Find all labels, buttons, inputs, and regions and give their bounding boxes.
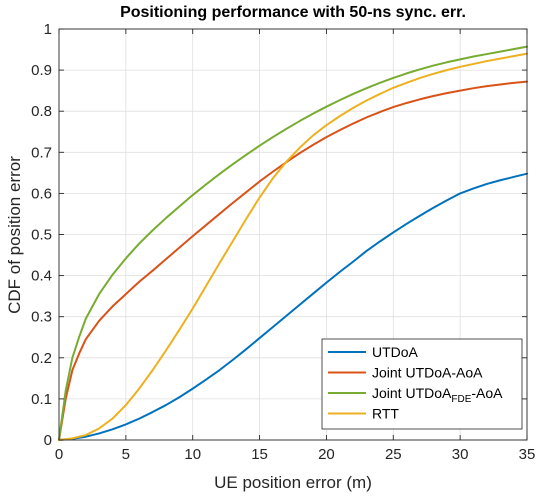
y-tick-label-0: 0 [44,432,52,449]
legend-label-3: RTT [372,406,399,422]
x-tick-label-0: 0 [55,446,63,463]
series-line-3 [58,52,528,441]
y-tick-label-8: 0.8 [31,103,52,120]
y-tick-label-4: 0.4 [31,268,52,285]
y-axis-label: CDF of position error [5,156,24,314]
x-tick-label-1: 5 [122,446,130,463]
legend-label-sub-2: FDE [451,394,471,405]
x-tick-labels: 0 5 10 15 20 25 30 35 [55,446,536,463]
legend-label-0: UTDoA [372,344,419,360]
legend-label-suffix-2: -AoA [471,385,503,401]
y-tick-labels: 0 0.1 0.2 0.3 0.4 0.5 0.6 0.7 0.8 0.9 1 [31,21,52,449]
x-tick-label-2: 10 [184,446,201,463]
x-tick-label-3: 15 [251,446,268,463]
series-lines [58,45,528,441]
x-tick-label-7: 35 [519,446,536,463]
y-tick-label-10: 1 [44,21,52,38]
y-tick-label-7: 0.7 [31,144,52,161]
chart-title: Positioning performance with 50-ns sync.… [120,4,466,21]
x-tick-label-4: 20 [318,446,335,463]
series-line-0 [58,172,528,441]
x-axis-label: UE position error (m) [214,473,372,492]
series-line-2 [58,45,528,441]
x-tick-label-5: 25 [385,446,402,463]
x-tick-label-6: 30 [452,446,469,463]
y-tick-label-9: 0.9 [31,62,52,79]
series-line-1 [58,80,528,441]
y-tick-label-1: 0.1 [31,391,52,408]
y-tick-label-2: 0.2 [31,350,52,367]
legend-label-1: Joint UTDoA-AoA [372,365,483,381]
axes [58,28,528,441]
y-tick-label-5: 0.5 [31,227,52,244]
y-tick-label-6: 0.6 [31,185,52,202]
y-tick-label-3: 0.3 [31,309,52,326]
